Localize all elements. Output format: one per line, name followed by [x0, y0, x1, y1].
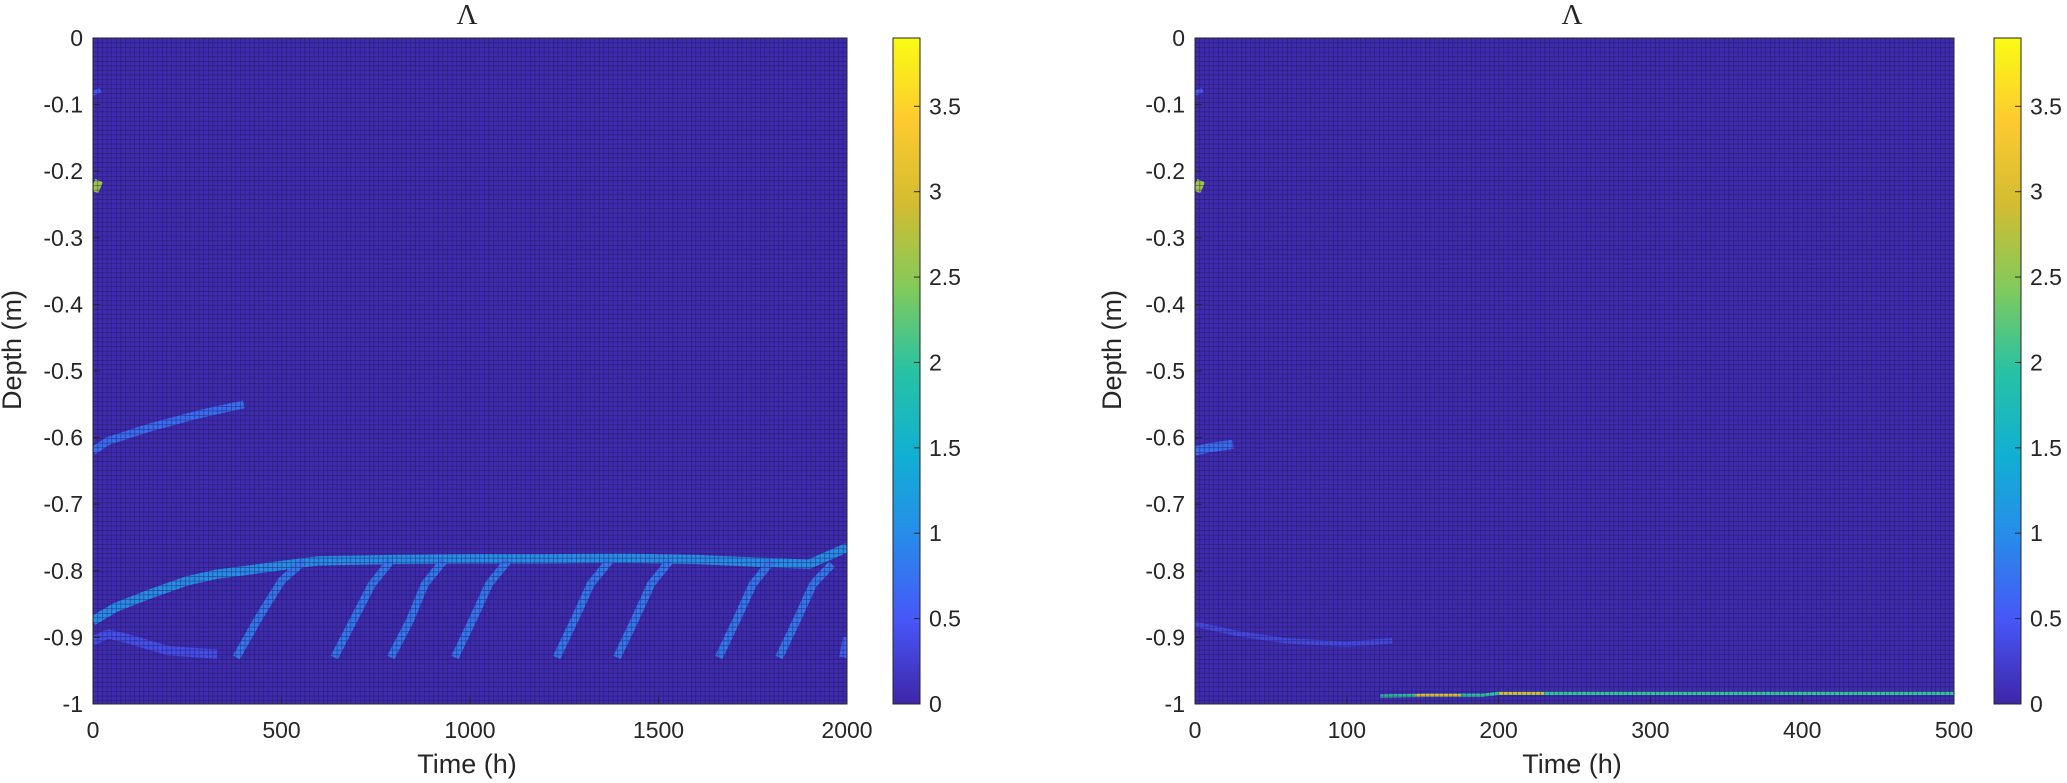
x-tick-label: 500 [1935, 717, 1973, 743]
colorbar-tick-label: 1.5 [2030, 435, 2062, 461]
x-tick-label: 200 [1479, 717, 1517, 743]
y-tick-label: -1 [1165, 691, 1185, 717]
x-tick-label: 0 [1189, 717, 1202, 743]
colorbar-gradient [892, 37, 921, 705]
y-tick-label: -1 [63, 691, 83, 717]
colorbar-tick-label: 2 [929, 349, 942, 375]
y-tick-label: -0.2 [43, 158, 83, 184]
x-axis-ticks-right: 0 100 200 300 400 500 [1189, 697, 1973, 743]
x-axis-label-right: Time (h) [1522, 749, 1622, 779]
y-tick-label: -0.9 [43, 624, 83, 650]
x-axis-label-left: Time (h) [417, 749, 517, 779]
x-tick-label: 300 [1631, 717, 1669, 743]
x-tick-label: 1000 [444, 717, 495, 743]
heatmap-right-plot-area [1194, 37, 1955, 705]
x-tick-label: 400 [1783, 717, 1821, 743]
colorbar-tick-label: 1.5 [929, 435, 961, 461]
heatmap-cell-grid [1195, 38, 1954, 704]
colorbar-tick-label: 1 [2030, 520, 2043, 546]
y-tick-label: -0.4 [1145, 291, 1185, 317]
y-tick-label: -0.6 [43, 425, 83, 451]
x-tick-label: 100 [1328, 717, 1366, 743]
colorbar-tick-label: 0 [2030, 691, 2043, 717]
chart-title-left: Λ [456, 0, 477, 31]
y-tick-label: -0.1 [43, 92, 83, 118]
y-tick-label: -0.9 [1145, 624, 1185, 650]
colorbar-tick-label: 3 [929, 179, 942, 205]
colorbar-tick-label: 3.5 [2030, 93, 2062, 119]
y-tick-label: 0 [1172, 25, 1185, 51]
x-tick-label: 0 [87, 717, 100, 743]
heatmap-left: Λ 0 500 1000 1500 2000 0 -0.1 -0.2 -0.3 -0.4 -0.5… [0, 0, 961, 779]
colorbar-tick-label: 2.5 [2030, 264, 2062, 290]
heatmap-cell-grid [93, 38, 847, 704]
y-axis-label-left: Depth (m) [0, 290, 27, 410]
colorbar-tick-label: 0.5 [2030, 606, 2062, 632]
y-tick-label: -0.8 [1145, 558, 1185, 584]
y-tick-label: -0.7 [1145, 491, 1185, 517]
y-tick-label: -0.3 [1145, 225, 1185, 251]
y-tick-label: 0 [70, 25, 83, 51]
y-axis-label-right: Depth (m) [1097, 290, 1127, 410]
colorbar-tick-label: 3.5 [929, 93, 961, 119]
colorbar-left: 0 0.5 1 1.5 2 2.5 3 3.5 [892, 37, 961, 717]
colorbar-tick-label: 0.5 [929, 606, 961, 632]
colorbar-gradient [1993, 37, 2022, 705]
y-axis-ticks-left: 0 -0.1 -0.2 -0.3 -0.4 -0.5 -0.6 -0.7 -0.8 -0.9 -1 [43, 25, 100, 717]
colorbar-tick-label: 1 [929, 520, 942, 546]
heatmap-left-plot-area [92, 37, 848, 705]
y-tick-label: -0.8 [43, 558, 83, 584]
x-axis-ticks-left: 0 500 1000 1500 2000 [87, 697, 873, 743]
colorbar-tick-label: 2.5 [929, 264, 961, 290]
x-tick-label: 2000 [821, 717, 872, 743]
y-tick-label: -0.2 [1145, 158, 1185, 184]
heatmap-right: Λ 0 100 200 300 400 500 0 -0.1 -0.2 -0.3 -0.4 -0.5… [1097, 0, 2062, 779]
y-tick-label: -0.3 [43, 225, 83, 251]
colorbar-tick-label: 0 [929, 691, 942, 717]
x-tick-label: 1500 [633, 717, 684, 743]
y-tick-label: -0.4 [43, 291, 83, 317]
x-tick-label: 500 [262, 717, 300, 743]
y-tick-label: -0.5 [1145, 358, 1185, 384]
colorbar-right: 0 0.5 1 1.5 2 2.5 3 3.5 [1993, 37, 2062, 717]
colorbar-tick-label: 3 [2030, 179, 2043, 205]
y-axis-ticks-right: 0 -0.1 -0.2 -0.3 -0.4 -0.5 -0.6 -0.7 -0.8 -0.9 -1 [1145, 25, 1202, 717]
y-tick-label: -0.6 [1145, 425, 1185, 451]
y-tick-label: -0.5 [43, 358, 83, 384]
colorbar-tick-label: 2 [2030, 349, 2043, 375]
chart-title-right: Λ [1561, 0, 1582, 31]
y-tick-label: -0.7 [43, 491, 83, 517]
y-tick-label: -0.1 [1145, 92, 1185, 118]
